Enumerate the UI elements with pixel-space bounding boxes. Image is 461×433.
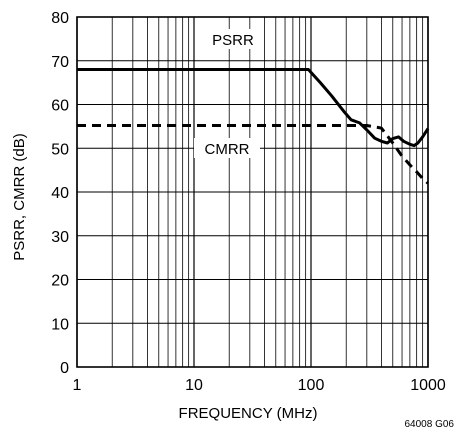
plot-border xyxy=(76,16,429,368)
figure-id-label: 64008 G06 xyxy=(405,419,455,430)
y-tick-label: 60 xyxy=(51,98,69,115)
psrr-label-background xyxy=(203,29,263,49)
y-tick-label: 20 xyxy=(51,273,69,290)
cmrr-label-group: CMRR xyxy=(194,138,260,158)
x-tick-label: 1 xyxy=(73,377,82,394)
y-tick-label: 70 xyxy=(51,54,69,71)
x-tick-label: 10 xyxy=(185,377,203,394)
x-tick-labels: 1 10 100 1000 xyxy=(73,377,446,394)
cmrr-series-label: CMRR xyxy=(205,141,250,158)
y-tick-label: 80 xyxy=(51,10,69,27)
psrr-line xyxy=(77,68,430,148)
y-tick-label: 0 xyxy=(60,360,69,377)
plot-frame xyxy=(76,16,429,368)
y-tick-label: 50 xyxy=(51,141,69,158)
y-tick-label: 10 xyxy=(51,316,69,333)
y-tick-label: 40 xyxy=(51,185,69,202)
x-tick-label: 1000 xyxy=(410,377,446,394)
psrr-label-group: PSRR xyxy=(203,29,263,49)
x-axis-label: FREQUENCY (MHz) xyxy=(179,405,318,422)
x-tick-label: 100 xyxy=(298,377,325,394)
y-tick-label: 30 xyxy=(51,229,69,246)
series-lines xyxy=(77,68,430,185)
cmrr-line xyxy=(77,124,430,185)
y-tick-labels: 0 10 20 30 40 50 60 70 80 xyxy=(51,10,69,377)
psrr-series-label: PSRR xyxy=(212,32,254,49)
cmrr-label-background xyxy=(194,138,260,158)
y-axis-label: PSRR, CMRR (dB) xyxy=(11,133,28,261)
